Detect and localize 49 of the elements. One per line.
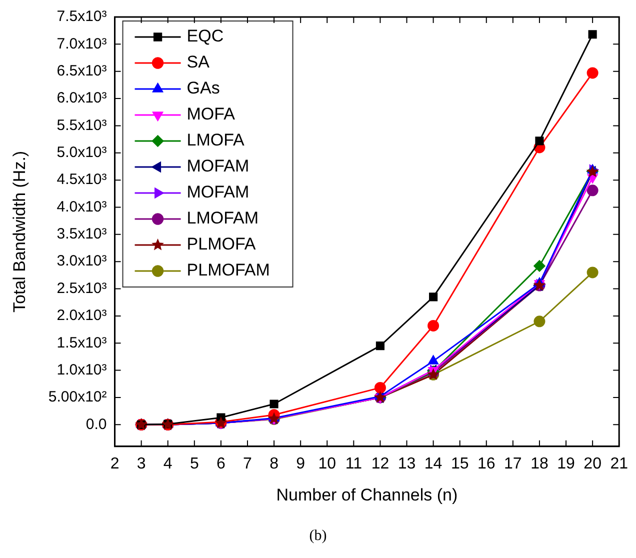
x-tick-label: 19 (557, 455, 576, 472)
x-tick-label: 8 (270, 455, 279, 472)
y-tick-label: 2.0x10³ (56, 307, 107, 324)
x-tick-label: 10 (318, 455, 336, 472)
x-tick-label: 15 (450, 455, 469, 472)
y-tick-label: 7.5x10³ (56, 8, 107, 26)
x-tick-label: 21 (610, 455, 628, 472)
legend-label: LMOFA (186, 130, 246, 150)
x-tick-label: 4 (163, 455, 172, 472)
x-tick-label: 18 (530, 455, 548, 472)
y-tick-label: 4.0x10³ (56, 198, 107, 216)
x-tick-label: 13 (398, 455, 416, 472)
x-tick-label: 14 (424, 455, 442, 472)
legend-label: MOFAM (186, 182, 250, 202)
text: (b) (308, 528, 328, 545)
y-tick-label: 5.0x10³ (56, 144, 107, 162)
y-tick-label: 6.5x10³ (56, 62, 107, 80)
legend-label: PLMOFAM (186, 260, 270, 280)
y-tick-label: 6.0x10³ (56, 90, 107, 107)
y-tick-label: 5.00x10² (48, 388, 107, 406)
y-tick-label: 3.0x10³ (56, 252, 107, 270)
legend-label: MOFA (186, 104, 236, 124)
x-tick-label: 20 (584, 455, 602, 472)
x-tick-label: 12 (371, 455, 390, 472)
y-tick-label: 3.5x10³ (56, 226, 107, 243)
y-tick-label: 2.5x10³ (56, 280, 107, 297)
y-tick-label: 1.5x10³ (56, 334, 107, 352)
x-tick-label: 17 (504, 455, 522, 472)
x-tick-label: 5 (190, 455, 199, 472)
x-tick-label: 16 (477, 455, 496, 472)
legend-label: PLMOFA (186, 234, 256, 254)
y-tick-label: 7.0x10³ (56, 35, 107, 52)
y-tick-label: 1.0x10³ (56, 361, 107, 378)
x-tick-label: 7 (243, 455, 252, 472)
legend-label: EQC (186, 26, 224, 46)
y-tick-label: 5.5x10³ (56, 116, 107, 134)
x-axis-title: Number of Channels (n) (276, 485, 458, 504)
y-axis-title: Total Bandwidth (Hz.) (10, 150, 29, 312)
x-tick-label: 6 (216, 455, 226, 472)
x-tick-label: 3 (136, 455, 146, 472)
x-tick-label: 9 (296, 455, 306, 472)
x-tick-label: 11 (345, 455, 362, 472)
y-tick-label: 4.5x10³ (56, 171, 107, 188)
legend-label: LMOFAM (186, 208, 259, 228)
legend-label: MOFAM (186, 156, 250, 176)
legend-label: SA (186, 52, 210, 72)
y-tick-label: 0.0 (86, 416, 107, 433)
legend-label: GAs (186, 78, 220, 98)
x-tick-label: 2 (110, 455, 120, 472)
